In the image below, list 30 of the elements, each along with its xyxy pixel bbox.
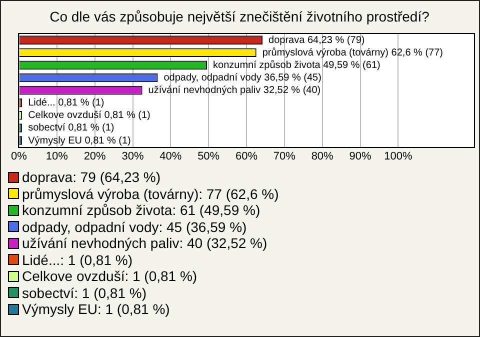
data-label: doprava 64,23 % (79) [268, 34, 365, 46]
x-tick-label: 10% [46, 150, 68, 162]
x-tick-label: 100% [384, 150, 412, 162]
legend-label: užívání nevhodných paliv: 40 (32,52 %) [22, 235, 268, 252]
x-tick-label: 50% [198, 150, 220, 162]
x-tick-label: 70% [273, 150, 296, 162]
legend-label: průmyslová výroba (továrny): 77 (62,6 %) [22, 186, 279, 202]
x-tick-label: 20% [84, 150, 106, 162]
x-tick-label: 0% [11, 150, 28, 162]
data-label: průmyslová výroba (továrny) 62,6 % (77) [262, 46, 443, 58]
legend-label: Lidé...: 1 (0,81 %) [22, 252, 133, 268]
x-tick-label: 30% [122, 150, 144, 162]
data-label: konzumní způsob života 49,59 % (61) [213, 58, 380, 71]
legend-label: doprava: 79 (64,23 %) [22, 169, 161, 186]
data-label: odpady, odpadní vody 36,59 % (45) [164, 72, 322, 84]
legend-label: odpady, odpadní vody: 45 (36,59 %) [22, 218, 247, 235]
legend-label: Výmysly EU: 1 (0,81 %) [22, 301, 170, 318]
x-tick-label: 90% [349, 150, 372, 162]
x-tick-label: 60% [235, 150, 258, 162]
x-tick-label: 80% [311, 150, 334, 162]
data-label: Výmysly EU 0,81 % (1) [28, 135, 131, 146]
legend-label: sobectví: 1 (0,81 %) [22, 284, 147, 301]
data-label: užívání nevhodných paliv 32,52 % (40) [148, 85, 321, 96]
legend-label: Celkove ovzduší: 1 (0,81 %) [22, 268, 198, 284]
data-label: Lidé... 0,81 % (1) [28, 98, 104, 109]
data-label: Celkove ovzduší 0,81 % (1) [28, 110, 150, 122]
legend-label: konzumní způsob života: 61 (49,59 %) [22, 202, 260, 218]
chart-title: Co dle vás způsobuje největší znečištění životního prostředí? [50, 8, 430, 24]
x-tick-label: 40% [160, 150, 182, 162]
data-label: sobectví 0,81 % (1) [28, 122, 114, 134]
